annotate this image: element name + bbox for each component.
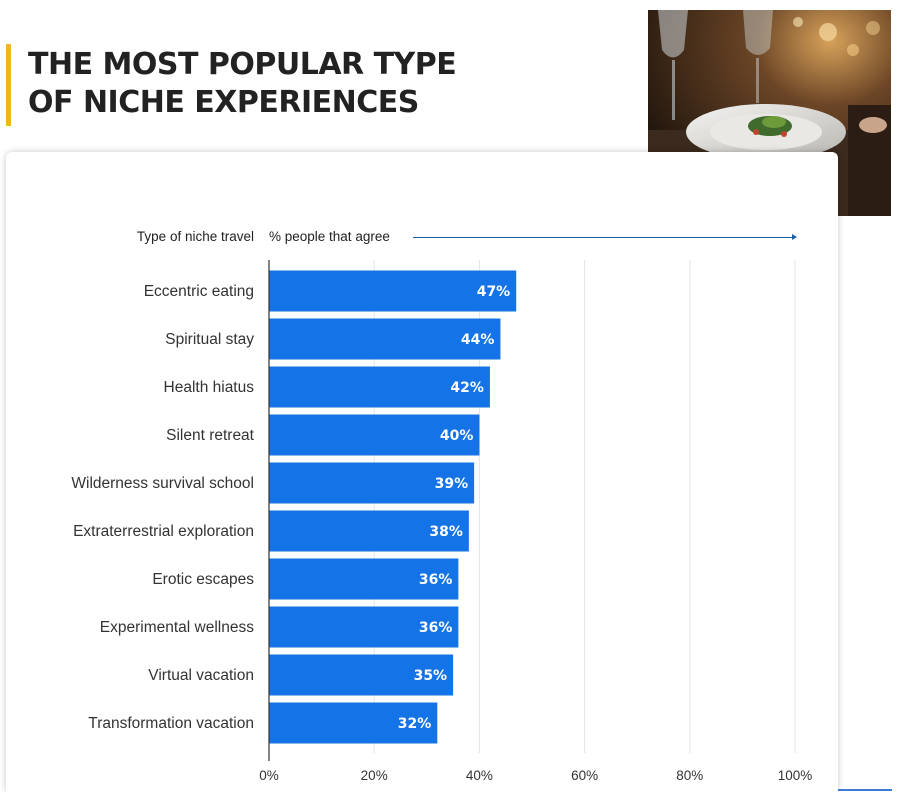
category-label: Eccentric eating: [144, 283, 254, 300]
bar: [269, 606, 459, 648]
x-tick-label: 40%: [466, 768, 493, 783]
x-tick-label: 100%: [778, 768, 813, 783]
headline-line-2: OF NICHE EXPERIENCES: [28, 85, 419, 120]
category-label: Transformation vacation: [88, 715, 254, 732]
category-label: Erotic escapes: [152, 571, 254, 588]
data-label: 38%: [429, 524, 463, 540]
category-label: Wilderness survival school: [71, 475, 254, 492]
bar: [269, 654, 454, 696]
category-header: Type of niche travel: [136, 229, 254, 244]
data-label: 47%: [477, 284, 511, 300]
category-label: Virtual vacation: [148, 667, 254, 684]
headline-line-1: THE MOST POPULAR TYPE: [28, 47, 457, 82]
bar: [269, 558, 459, 600]
category-label: Experimental wellness: [100, 619, 254, 636]
data-label: 35%: [414, 668, 448, 684]
data-label: 32%: [398, 716, 432, 732]
x-tick-label: 60%: [571, 768, 598, 783]
bar: [269, 318, 501, 360]
bar: [269, 702, 438, 744]
bar: [269, 366, 490, 408]
x-tick-label: 20%: [361, 768, 388, 783]
x-tick-label: 80%: [676, 768, 703, 783]
category-label: Health hiatus: [164, 379, 255, 396]
bar: [269, 414, 480, 456]
data-label: 44%: [461, 332, 495, 348]
value-header: % people that agree: [269, 229, 390, 244]
data-label: 36%: [419, 572, 453, 588]
arrow-right-icon: [413, 234, 797, 240]
headline-accent-bar: [6, 44, 11, 126]
bottom-divider: [838, 789, 892, 791]
data-label: 36%: [419, 620, 453, 636]
data-label: 42%: [450, 380, 484, 396]
data-label: 39%: [435, 476, 469, 492]
data-label: 40%: [440, 428, 474, 444]
bar: [269, 510, 469, 552]
category-label: Extraterrestrial exploration: [73, 523, 254, 540]
bar: [269, 270, 517, 312]
category-label: Silent retreat: [166, 427, 255, 444]
category-label: Spiritual stay: [165, 331, 254, 348]
bar: [269, 462, 475, 504]
x-tick-label: 0%: [259, 768, 279, 783]
headline: THE MOST POPULAR TYPE OF NICHE EXPERIENC…: [28, 46, 457, 122]
